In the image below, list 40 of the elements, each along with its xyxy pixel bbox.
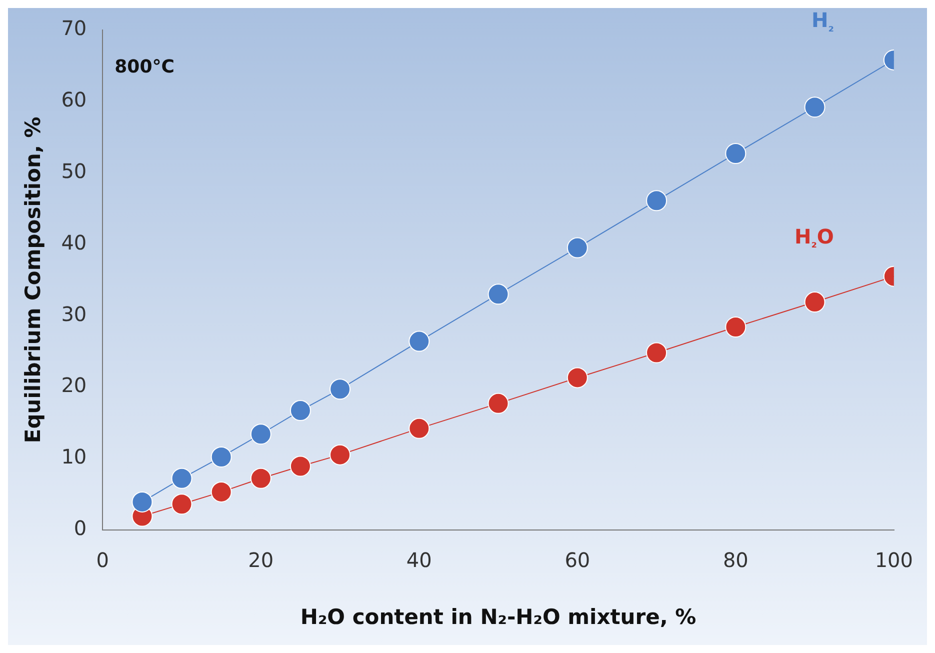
y-tick-label: 20 (61, 373, 87, 398)
point (804, 292, 826, 313)
y-tick-label: 0 (74, 516, 87, 540)
x-tick-label: 60 (564, 548, 590, 572)
x-tick-label: 0 (96, 548, 110, 572)
point (210, 481, 232, 502)
x-axis-title: H₂O content in N₂-H₂O mixture, % (300, 604, 696, 629)
point (290, 456, 311, 477)
point (171, 468, 192, 489)
y-tick-label: 60 (61, 88, 87, 112)
point (330, 444, 351, 466)
y-tick-label: 10 (61, 444, 87, 469)
point (290, 400, 311, 422)
point (408, 330, 430, 352)
y-tick-label: 70 (61, 16, 87, 40)
x-tick-label: 20 (248, 548, 274, 572)
point (566, 367, 588, 388)
point (488, 284, 509, 305)
point (330, 378, 351, 400)
point (725, 143, 746, 164)
point (171, 494, 192, 515)
point (250, 424, 272, 445)
y-tick-label: 50 (61, 159, 87, 184)
x-tick-label: 100 (874, 548, 914, 572)
point (210, 446, 232, 468)
point (646, 342, 668, 364)
x-tick-label: 40 (406, 548, 432, 572)
point (566, 237, 588, 258)
point (132, 491, 153, 512)
x-tick-label: 80 (722, 548, 748, 572)
point (250, 468, 272, 489)
annotation: 800°C (114, 56, 174, 78)
point (804, 96, 826, 118)
point (646, 190, 668, 212)
point (725, 316, 746, 338)
y-axis-title: Equilibrium Composition, % (21, 116, 46, 444)
y-tick-label: 40 (61, 230, 87, 254)
point (488, 392, 509, 414)
point (408, 418, 430, 439)
y-tick-label: 30 (61, 302, 87, 326)
